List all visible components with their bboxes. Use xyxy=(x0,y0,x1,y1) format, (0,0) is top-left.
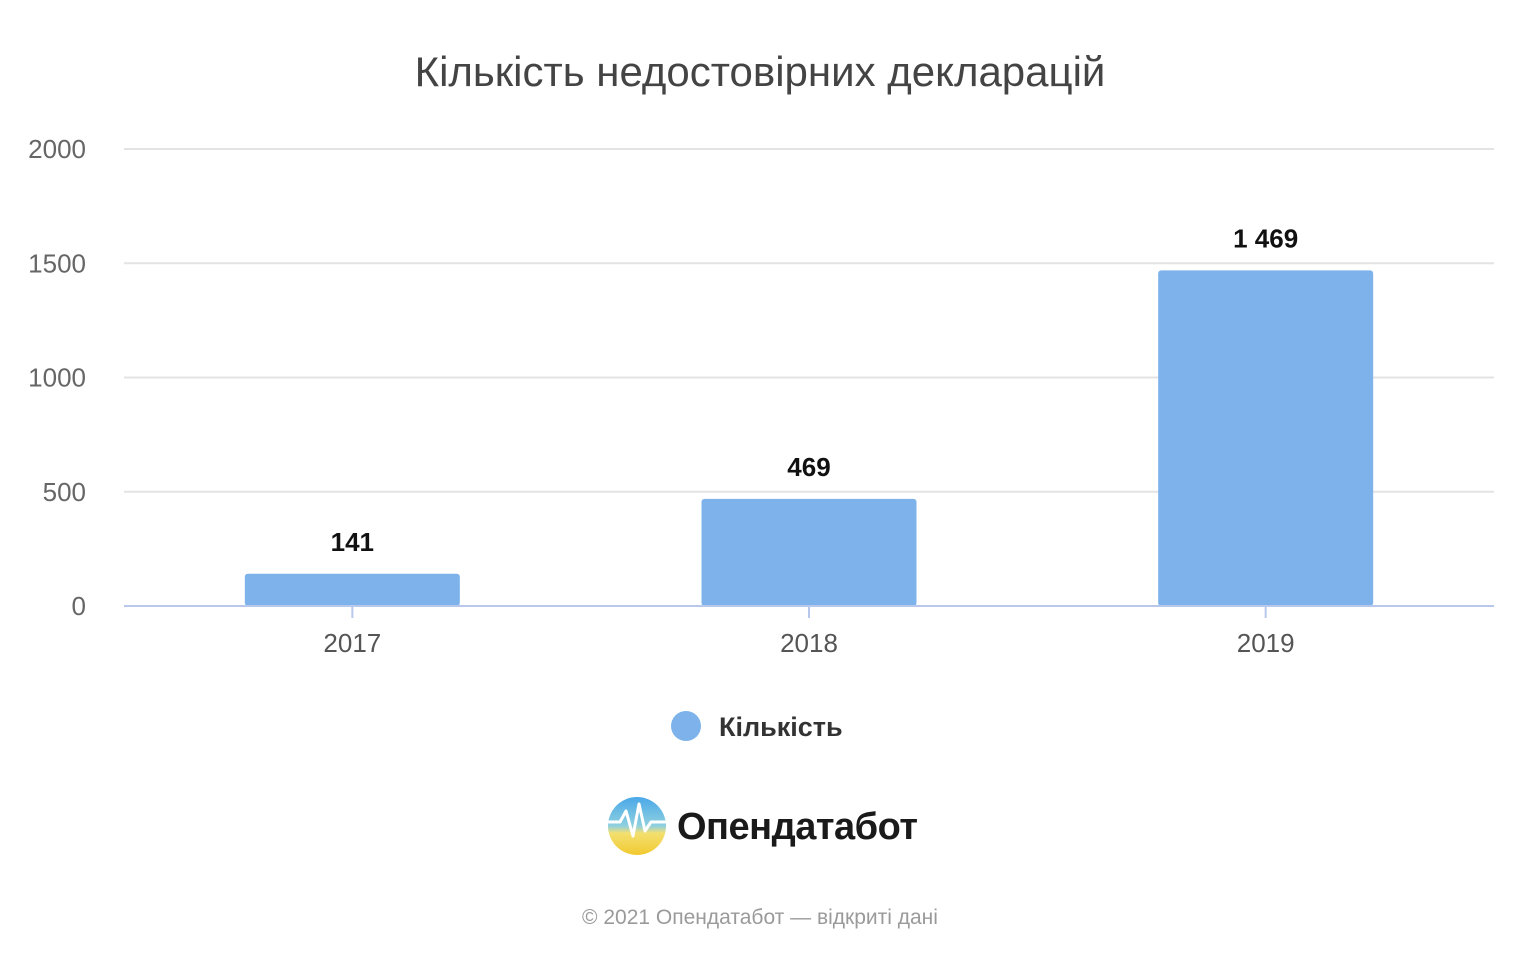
opendatabot-logo-icon xyxy=(607,797,667,855)
y-tick-label: 1500 xyxy=(28,248,86,278)
footer-copyright: © 2021 Опендатабот — відкриті дані xyxy=(582,906,938,929)
brand-logo: Опендатабот xyxy=(607,797,918,855)
bars xyxy=(244,270,1374,606)
x-tick-label: 2019 xyxy=(1237,628,1295,658)
data-label: 469 xyxy=(787,452,830,482)
legend-label: Кількість xyxy=(719,712,843,742)
bar xyxy=(244,573,460,606)
bar xyxy=(701,498,917,606)
legend-marker xyxy=(671,711,701,741)
x-tick-label: 2018 xyxy=(780,628,838,658)
y-tick-label: 1000 xyxy=(28,363,86,393)
y-tick-label: 500 xyxy=(43,477,86,507)
data-labels: 141 469 1 469 xyxy=(331,223,1299,556)
data-label: 141 xyxy=(331,527,374,557)
x-tick-label: 2017 xyxy=(323,628,381,658)
y-tick-label: 2000 xyxy=(28,134,86,164)
chart-title: Кількість недостовірних декларацій xyxy=(415,48,1106,95)
bar xyxy=(1158,270,1374,606)
brand-name: Опендатабот xyxy=(677,806,917,848)
y-axis: 0 500 1000 1500 2000 xyxy=(28,134,86,621)
x-axis: 2017 2018 2019 xyxy=(124,605,1494,658)
data-label: 1 469 xyxy=(1233,223,1298,253)
legend: Кількість xyxy=(671,711,843,742)
y-tick-label: 0 xyxy=(72,591,86,621)
